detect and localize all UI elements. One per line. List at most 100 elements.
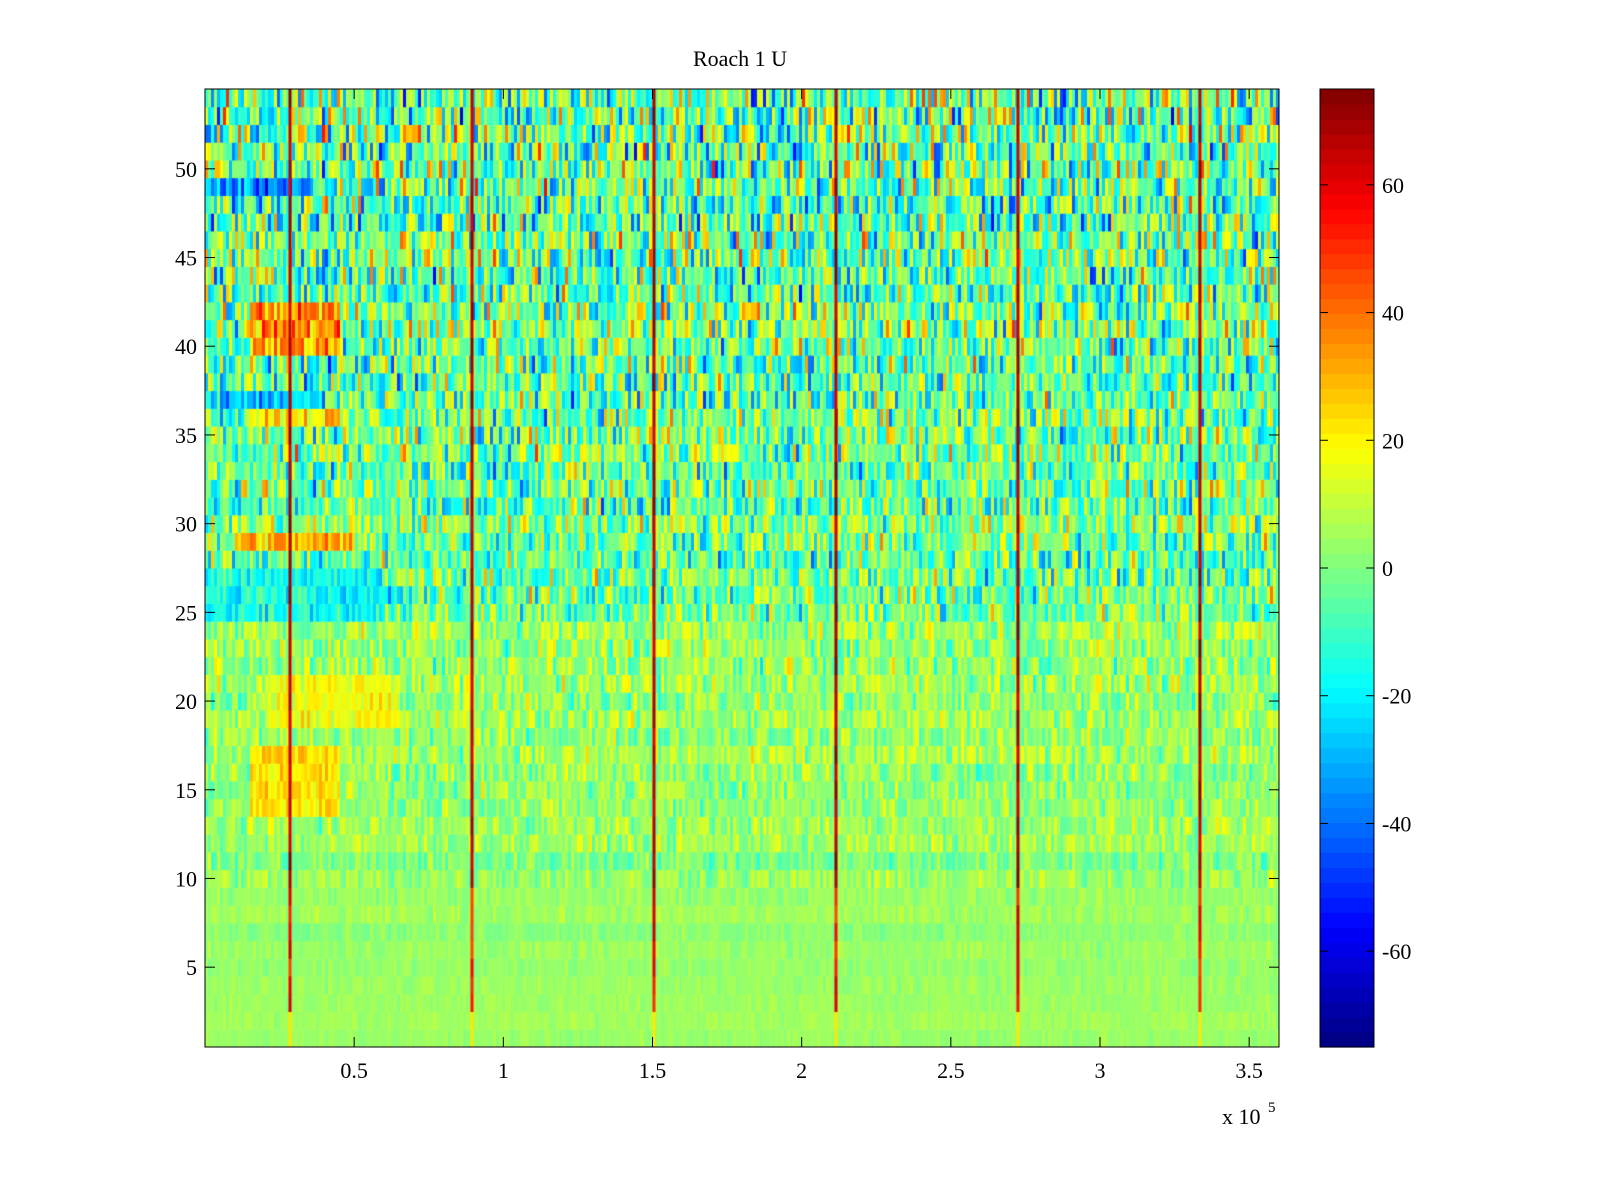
colorbar-swatch: [1320, 1002, 1374, 1018]
colorbar-swatch: [1320, 193, 1374, 210]
colorbar-swatch: [1320, 702, 1374, 719]
y-tick-label: 40: [175, 334, 197, 359]
colorbar-swatch: [1320, 1032, 1374, 1048]
colorbar-tick-label: 40: [1382, 301, 1404, 326]
colorbar-swatch: [1320, 493, 1374, 509]
colorbar: [1320, 89, 1374, 1048]
y-tick-label: 25: [175, 600, 197, 625]
x-multiplier-label: x 10: [1222, 1104, 1261, 1129]
colorbar-swatch: [1320, 313, 1374, 330]
colorbar-axis: -60 -40 -20 0 20 40 60: [1320, 173, 1411, 964]
colorbar-swatch: [1320, 343, 1374, 360]
colorbar-swatch: [1320, 612, 1374, 629]
colorbar-swatch: [1320, 508, 1374, 524]
colorbar-swatch: [1320, 762, 1374, 779]
colorbar-swatch: [1320, 388, 1374, 404]
colorbar-swatch: [1320, 807, 1374, 824]
colorbar-swatch: [1320, 717, 1374, 734]
colorbar-tick-label: 60: [1382, 173, 1404, 198]
colorbar-swatch: [1320, 942, 1374, 958]
colorbar-swatch: [1320, 418, 1374, 434]
y-tick-label: 45: [175, 246, 197, 271]
colorbar-swatch: [1320, 238, 1374, 255]
colorbar-swatch: [1320, 253, 1374, 270]
colorbar-swatch: [1320, 582, 1374, 599]
colorbar-swatch: [1320, 433, 1374, 449]
colorbar-swatch: [1320, 223, 1374, 240]
colorbar-swatch: [1320, 448, 1374, 464]
colorbar-swatch: [1320, 627, 1374, 644]
colorbar-swatch: [1320, 373, 1374, 389]
colorbar-swatch: [1320, 597, 1374, 614]
x-tick-label: 3.5: [1235, 1058, 1263, 1083]
colorbar-swatch: [1320, 747, 1374, 764]
x-axis: 0.5 1 1.5 2 2.5 3 3.5: [340, 89, 1263, 1083]
colorbar-swatch: [1320, 283, 1374, 300]
x-multiplier: x 10 5: [1222, 1100, 1276, 1129]
colorbar-swatch: [1320, 148, 1374, 165]
colorbar-swatch: [1320, 852, 1374, 868]
y-tick-label: 5: [186, 955, 197, 980]
colorbar-swatch: [1320, 358, 1374, 375]
colorbar-swatch: [1320, 328, 1374, 345]
colorbar-swatch: [1320, 1017, 1374, 1033]
x-tick-label: 1: [498, 1058, 509, 1083]
colorbar-swatch: [1320, 133, 1374, 150]
x-tick-label: 2.5: [937, 1058, 965, 1083]
colorbar-swatch: [1320, 792, 1374, 809]
colorbar-swatch: [1320, 538, 1374, 554]
colorbar-swatch: [1320, 837, 1374, 854]
y-tick-label: 35: [175, 423, 197, 448]
colorbar-swatch: [1320, 463, 1374, 479]
colorbar-swatch: [1320, 687, 1374, 704]
colorbar-swatch: [1320, 777, 1374, 794]
colorbar-swatch: [1320, 268, 1374, 285]
y-tick-label: 10: [175, 866, 197, 891]
colorbar-swatch: [1320, 897, 1374, 913]
y-tick-label: 30: [175, 512, 197, 537]
colorbar-swatch: [1320, 478, 1374, 494]
x-tick-label: 1.5: [639, 1058, 667, 1083]
colorbar-swatch: [1320, 822, 1374, 839]
plot-frame: [204, 88, 1280, 1048]
x-tick-label: 0.5: [340, 1058, 368, 1083]
colorbar-swatch: [1320, 553, 1374, 569]
colorbar-swatch: [1320, 208, 1374, 225]
colorbar-swatch: [1320, 972, 1374, 988]
colorbar-swatch: [1320, 568, 1374, 584]
colorbar-tick-label: -20: [1382, 684, 1411, 709]
heatmap-image: [205, 89, 1279, 1047]
colorbar-swatch: [1320, 987, 1374, 1003]
colorbar-swatch: [1320, 178, 1374, 195]
colorbar-swatch: [1320, 89, 1374, 105]
y-tick-label: 50: [175, 157, 197, 182]
heatmap-cells: [205, 89, 1279, 1047]
colorbar-swatch: [1320, 118, 1374, 135]
colorbar-swatch: [1320, 672, 1374, 689]
colorbar-swatch: [1320, 642, 1374, 659]
colorbar-swatch: [1320, 882, 1374, 898]
colorbar-tick-label: -40: [1382, 811, 1411, 836]
colorbar-swatch: [1320, 732, 1374, 749]
x-multiplier-exponent: 5: [1268, 1100, 1276, 1116]
y-tick-label: 15: [175, 778, 197, 803]
colorbar-swatch: [1320, 403, 1374, 419]
colorbar-swatch: [1320, 957, 1374, 973]
colorbar-swatch: [1320, 298, 1374, 315]
colorbar-swatch: [1320, 163, 1374, 180]
colorbar-swatch: [1320, 912, 1374, 928]
chart-title: Roach 1 U: [693, 46, 787, 71]
colorbar-swatch: [1320, 657, 1374, 674]
colorbar-swatch: [1320, 867, 1374, 883]
colorbar-swatch: [1320, 927, 1374, 943]
y-tick-label: 20: [175, 689, 197, 714]
x-tick-label: 3: [1095, 1058, 1106, 1083]
colorbar-tick-label: 0: [1382, 556, 1393, 581]
colorbar-swatch: [1320, 103, 1374, 120]
colorbar-swatch: [1320, 523, 1374, 539]
x-tick-label: 2: [796, 1058, 807, 1083]
y-axis: 5 10 15 20 25 30 35 40 45 50: [175, 157, 1279, 980]
colorbar-tick-label: -60: [1382, 939, 1411, 964]
colorbar-tick-label: 20: [1382, 428, 1404, 453]
